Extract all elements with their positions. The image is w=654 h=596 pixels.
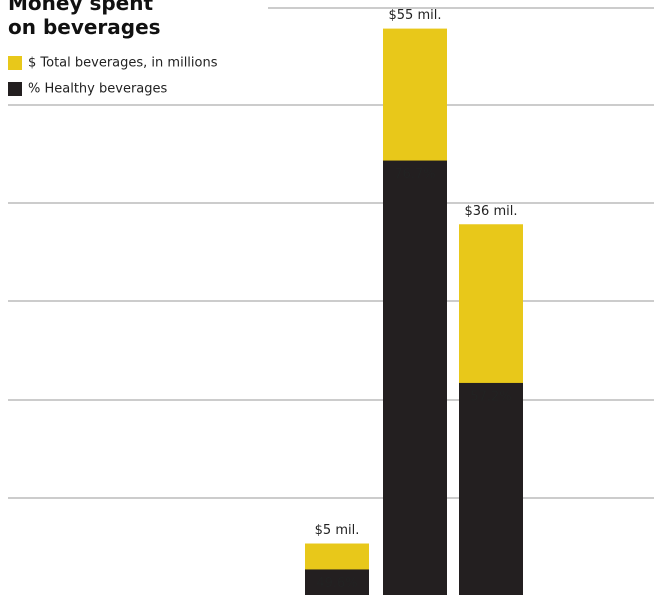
healthy-bar <box>305 569 369 595</box>
total-label: $5 mil. <box>315 523 360 538</box>
healthy-bar <box>459 382 523 595</box>
total-label: $55 mil. <box>389 8 442 23</box>
chart-title: Money spent on beverages <box>8 0 161 39</box>
healthy-label: 49.6% <box>316 576 357 591</box>
legend-swatch <box>8 82 22 96</box>
legend-label: % Healthy beverages <box>28 82 168 97</box>
legend-label: $ Total beverages, in millions <box>28 56 218 71</box>
total-label: $36 mil. <box>465 204 518 219</box>
healthy-label: 76.7% <box>394 167 435 182</box>
legend-swatch <box>8 56 22 70</box>
healthy-label: 57.2% <box>470 389 511 404</box>
healthy-bar <box>383 160 447 595</box>
